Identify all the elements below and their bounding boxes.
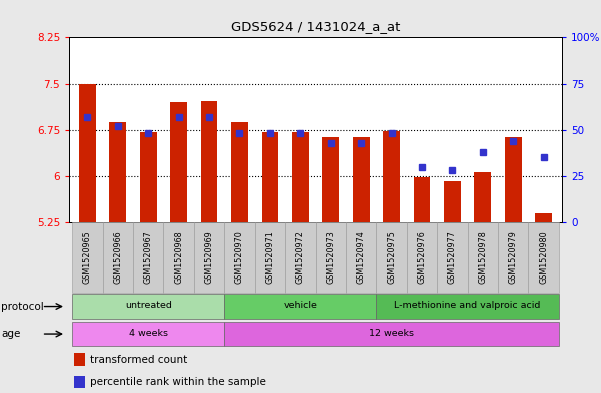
FancyBboxPatch shape [103, 222, 133, 293]
FancyBboxPatch shape [376, 222, 407, 293]
Text: GSM1520967: GSM1520967 [144, 231, 153, 284]
Text: vehicle: vehicle [284, 301, 317, 310]
Bar [444, 181, 461, 222]
Text: GDS5624 / 1431024_a_at: GDS5624 / 1431024_a_at [231, 20, 400, 33]
FancyBboxPatch shape [194, 222, 224, 293]
FancyBboxPatch shape [255, 222, 285, 293]
Bar [383, 131, 400, 222]
Bar [322, 137, 339, 222]
Text: GSM1520976: GSM1520976 [418, 231, 427, 284]
Text: GSM1520978: GSM1520978 [478, 231, 487, 284]
FancyBboxPatch shape [285, 222, 316, 293]
Text: GSM1520975: GSM1520975 [387, 231, 396, 285]
Bar [109, 122, 126, 222]
Bar [74, 376, 85, 388]
Text: GSM1520972: GSM1520972 [296, 231, 305, 285]
Text: GSM1520970: GSM1520970 [235, 231, 244, 284]
Text: GSM1520973: GSM1520973 [326, 231, 335, 284]
Bar [292, 132, 309, 222]
Text: GSM1520974: GSM1520974 [356, 231, 365, 284]
Bar [74, 353, 85, 366]
Text: GSM1520971: GSM1520971 [266, 231, 275, 284]
Text: L-methionine and valproic acid: L-methionine and valproic acid [394, 301, 541, 310]
Text: 4 weeks: 4 weeks [129, 329, 168, 338]
FancyBboxPatch shape [376, 294, 559, 319]
Text: 12 weeks: 12 weeks [369, 329, 414, 338]
FancyBboxPatch shape [407, 222, 437, 293]
Bar [535, 213, 552, 222]
Text: GSM1520980: GSM1520980 [539, 231, 548, 284]
Text: age: age [1, 329, 20, 339]
Bar [505, 137, 522, 222]
Bar [413, 177, 430, 222]
Bar [170, 102, 187, 222]
Text: untreated: untreated [125, 301, 172, 310]
FancyBboxPatch shape [72, 294, 224, 319]
Text: GSM1520979: GSM1520979 [509, 231, 517, 285]
Bar [474, 172, 491, 222]
FancyBboxPatch shape [133, 222, 163, 293]
FancyBboxPatch shape [498, 222, 528, 293]
Bar [353, 137, 370, 222]
FancyBboxPatch shape [163, 222, 194, 293]
FancyBboxPatch shape [224, 321, 559, 347]
Text: GSM1520968: GSM1520968 [174, 231, 183, 284]
Bar [140, 132, 157, 222]
FancyBboxPatch shape [316, 222, 346, 293]
Text: GSM1520969: GSM1520969 [204, 231, 213, 284]
FancyBboxPatch shape [437, 222, 468, 293]
Bar [261, 132, 278, 222]
FancyBboxPatch shape [224, 222, 255, 293]
Text: protocol: protocol [1, 301, 44, 312]
Text: GSM1520965: GSM1520965 [83, 231, 92, 284]
FancyBboxPatch shape [346, 222, 376, 293]
FancyBboxPatch shape [72, 321, 224, 347]
FancyBboxPatch shape [72, 222, 103, 293]
FancyBboxPatch shape [224, 294, 376, 319]
Text: transformed count: transformed count [90, 354, 187, 365]
Bar [231, 122, 248, 222]
Text: GSM1520977: GSM1520977 [448, 231, 457, 285]
Bar [79, 83, 96, 222]
FancyBboxPatch shape [468, 222, 498, 293]
Text: percentile rank within the sample: percentile rank within the sample [90, 377, 266, 387]
Bar [201, 101, 218, 222]
Text: GSM1520966: GSM1520966 [114, 231, 122, 284]
FancyBboxPatch shape [528, 222, 559, 293]
